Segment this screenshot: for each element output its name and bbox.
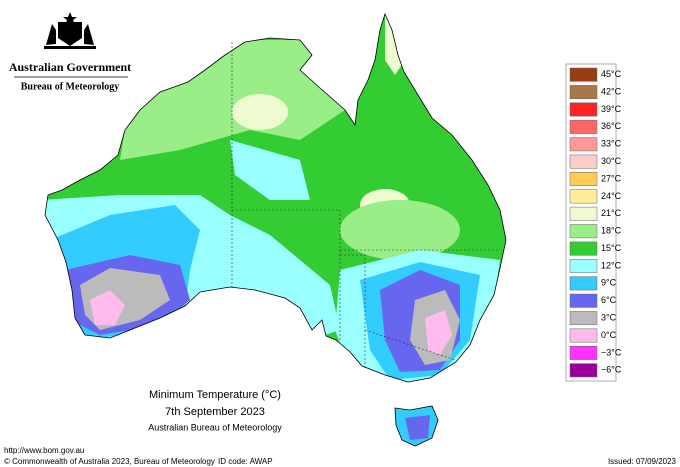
legend-swatch (569, 189, 598, 204)
legend-label: 18°C (601, 226, 622, 236)
state-borders (231, 42, 500, 370)
legend-label: 45°C (601, 69, 622, 79)
legend-label: −3°C (601, 347, 622, 357)
legend-label: 6°C (601, 295, 617, 305)
legend-label: 39°C (601, 104, 622, 114)
legend-swatch (569, 119, 598, 134)
legend-swatch (569, 276, 598, 291)
legend-swatch (569, 172, 598, 186)
legend-label: 21°C (601, 208, 622, 218)
legend-label: 36°C (601, 121, 622, 131)
legend-label: −6°C (601, 365, 622, 375)
legend-label: 33°C (601, 139, 622, 149)
legend-label: 0°C (601, 330, 617, 340)
legend-swatch (569, 154, 598, 169)
legend-swatch (569, 241, 598, 256)
legend-swatch (569, 293, 598, 308)
footer-issued: Issued: 07/09/2023 (608, 457, 677, 466)
legend-swatch (569, 363, 598, 378)
legend-label: 24°C (601, 191, 622, 201)
caption-date: 7th September 2023 (165, 406, 265, 418)
legend-swatch (569, 67, 598, 82)
caption-title: Minimum Temperature (°C) (149, 389, 281, 401)
legend-label: 9°C (601, 278, 617, 288)
header-subtitle: Bureau of Meteorology (21, 81, 120, 92)
legend-label: 3°C (601, 313, 617, 323)
legend-swatch (569, 137, 598, 152)
legend-swatch (569, 345, 598, 360)
coastline (44, 12, 507, 447)
header-title: Australian Government (9, 60, 131, 74)
legend-swatch (569, 102, 598, 117)
legend-label: 42°C (601, 86, 622, 96)
legend-label: 27°C (601, 173, 622, 183)
legend-frame (565, 63, 617, 382)
legend-label: 12°C (601, 260, 622, 270)
legend-swatch (569, 206, 598, 221)
legend-swatch (569, 224, 598, 239)
footer-url: http://www.bom.gov.au (4, 446, 84, 455)
coat-of-arms (44, 12, 96, 49)
legend-label: 30°C (601, 156, 622, 166)
caption-source: Australian Bureau of Meteorology (148, 422, 282, 432)
legend-swatch (569, 85, 598, 100)
legend-swatch (569, 328, 598, 343)
legend-swatch (569, 259, 598, 273)
legend-label: 15°C (601, 243, 622, 253)
legend-swatch (569, 311, 598, 326)
footer-copyright: © Commonwealth of Australia 2023, Bureau… (4, 457, 215, 466)
legend: 45°C 42°C 39°C 36°C 33°C 30°C 27°C 24°C 21°C 18°C… (569, 67, 622, 378)
footer-id-code: ID code: AWAP (218, 457, 273, 466)
